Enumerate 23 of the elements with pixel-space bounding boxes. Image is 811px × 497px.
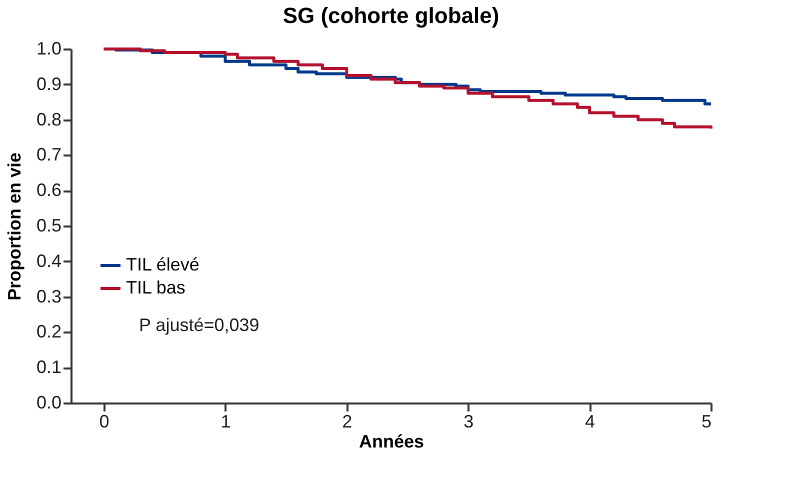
legend-label: TIL bas xyxy=(126,278,186,298)
x-tick-label: 4 xyxy=(585,412,596,432)
y-axis-title: Proportion en vie xyxy=(4,152,24,301)
y-tick-label: 1.0 xyxy=(36,38,62,58)
y-tick-label: 0.5 xyxy=(36,216,62,236)
y-tick-label: 0.7 xyxy=(36,144,62,165)
x-tick-label: 1 xyxy=(220,412,231,432)
x-tick-label: 2 xyxy=(342,412,352,432)
x-tick-label: 5 xyxy=(701,412,712,432)
y-tick-label: 0.4 xyxy=(36,250,62,271)
annotation: P ajusté=0,039 xyxy=(139,315,260,335)
y-tick-label: 0.6 xyxy=(36,180,62,200)
x-tick-label: 0 xyxy=(99,412,110,432)
legend-label: TIL élevé xyxy=(126,254,200,274)
x-axis-title: Années xyxy=(358,432,424,452)
y-tick-label: 0.0 xyxy=(36,392,62,412)
chart-title: SG (cohorte globale) xyxy=(282,3,500,28)
y-tick-label: 0.2 xyxy=(36,322,62,342)
y-tick-label: 0.8 xyxy=(36,109,62,130)
y-tick-label: 0.9 xyxy=(36,74,62,94)
x-tick-label: 3 xyxy=(464,412,474,432)
y-tick-label: 0.3 xyxy=(36,286,62,306)
y-tick-label: 0.1 xyxy=(36,357,62,378)
